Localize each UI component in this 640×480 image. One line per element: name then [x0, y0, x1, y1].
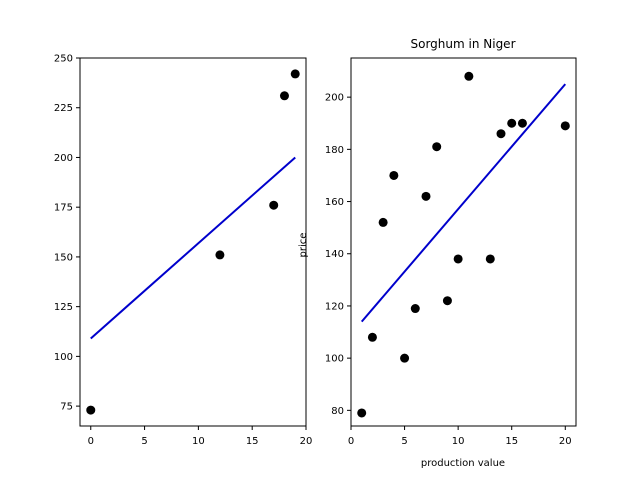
left-chart-frame [79, 57, 307, 427]
left-chart-xtick-label-1: 5 [141, 436, 147, 447]
left-chart-ytick-label-1: 100 [54, 352, 73, 363]
left-chart-ytick-label-2: 125 [54, 302, 73, 313]
left-chart: 0 5 10 15 20 75 100 125 150 175 200 225 250 [54, 54, 312, 448]
right-chart-fit-line [360, 83, 567, 323]
right-chart-point-13 [507, 118, 517, 128]
right-chart-point-11 [485, 254, 495, 264]
right-chart-xtick-label-3: 15 [505, 436, 518, 447]
left-chart-point-3 [279, 91, 289, 101]
right-chart-ytick-label-5: 180 [325, 145, 344, 156]
left-chart-xtick-label-0: 0 [88, 436, 94, 447]
right-chart-xtick-label-4: 20 [559, 436, 572, 447]
right-chart-ytick-label-6: 200 [325, 93, 344, 104]
left-chart-ytick-label-4: 175 [54, 203, 73, 214]
right-chart-ytick-label-2: 120 [325, 301, 344, 312]
left-chart-series [86, 69, 300, 415]
right-chart-point-1 [367, 332, 377, 342]
left-chart-point-2 [269, 200, 279, 210]
right-chart-xtick-label-1: 5 [401, 436, 407, 447]
right-chart-point-2 [378, 217, 388, 227]
left-chart-point-1 [215, 250, 225, 260]
right-chart-point-0 [357, 408, 367, 418]
right-chart-point-4 [400, 353, 410, 363]
right-chart-ytick-label-3: 140 [325, 249, 344, 260]
right-chart-xtick-label-2: 10 [452, 436, 465, 447]
left-chart-point-0 [86, 405, 96, 415]
right-chart-point-10 [464, 71, 474, 81]
right-chart-point-7 [432, 142, 442, 152]
right-chart-point-14 [517, 118, 527, 128]
right-chart-point-3 [389, 170, 399, 180]
right-chart-ytick-label-0: 80 [331, 406, 344, 417]
right-chart-ytick-label-1: 100 [325, 354, 344, 365]
right-chart-ylabel: price [298, 233, 309, 258]
right-chart: Sorghum in Niger 0 5 10 15 20 80 100 120 140 160 1… [298, 37, 577, 469]
right-chart-series [357, 71, 570, 418]
left-chart-ytick-label-3: 150 [54, 252, 73, 263]
left-chart-ytick-label-7: 250 [54, 54, 73, 65]
left-chart-ytick-label-0: 75 [60, 402, 73, 413]
right-chart-point-9 [453, 254, 463, 264]
right-chart-frame [350, 57, 577, 427]
left-chart-ytick-label-6: 225 [54, 103, 73, 114]
right-chart-xlabel: production value [421, 458, 505, 469]
right-chart-point-12 [496, 129, 506, 139]
left-chart-xtick-label-4: 20 [300, 436, 313, 447]
right-chart-ticks: 0 5 10 15 20 80 100 120 140 160 180 200 [325, 93, 572, 447]
left-chart-xtick-label-3: 15 [246, 436, 259, 447]
right-chart-title: Sorghum in Niger [410, 37, 515, 51]
right-chart-point-15 [560, 121, 570, 131]
left-chart-ticks: 0 5 10 15 20 75 100 125 150 175 200 225 250 [54, 54, 312, 448]
left-chart-fit-line [90, 156, 296, 340]
right-chart-point-8 [442, 296, 452, 306]
left-chart-xtick-label-2: 10 [192, 436, 205, 447]
right-chart-xtick-label-0: 0 [348, 436, 354, 447]
left-chart-ytick-label-5: 200 [54, 153, 73, 164]
left-chart-point-4 [290, 69, 300, 79]
right-chart-point-5 [410, 304, 420, 314]
right-chart-point-6 [421, 191, 431, 201]
right-chart-ytick-label-4: 160 [325, 197, 344, 208]
